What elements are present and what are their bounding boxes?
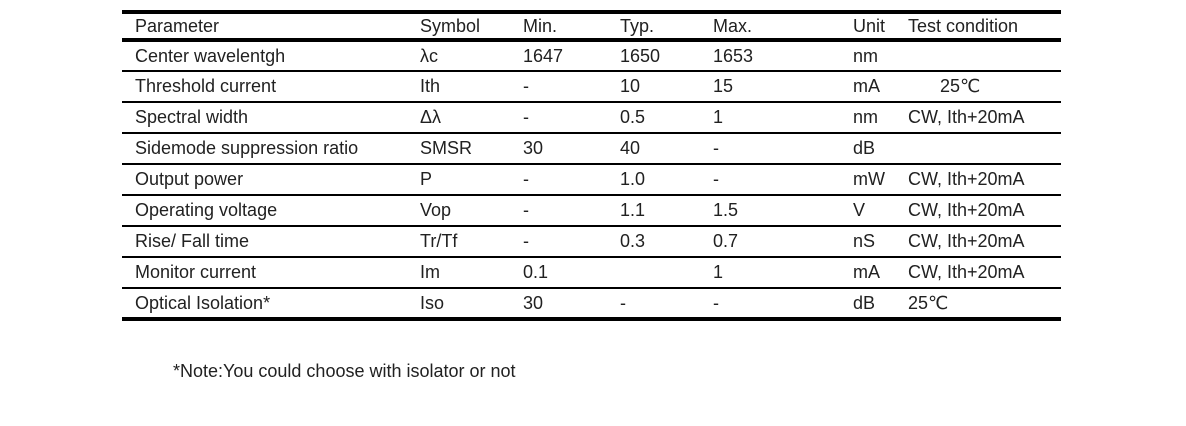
cell-min: 0.1 [523,262,549,282]
cell-symbol: Im [420,262,440,282]
cell-parameter: Threshold current [135,76,277,96]
cell-test-condition: CW, Ith+20mA [908,200,1025,220]
cell-min: - [523,76,529,96]
cell-parameter: Operating voltage [135,200,278,220]
cell-unit: nm [853,107,879,127]
cell-typ: 0.3 [620,231,646,251]
cell-min: - [523,169,529,189]
cell-unit: nm [853,45,879,66]
cell-test-condition [908,40,1061,71]
cell-parameter: Sidemode suppression ratio [135,138,359,158]
table-row: Operating voltage Vop - 1.1 1.5 V CW, Ith+20mA [122,195,1061,226]
cell-test-condition: CW, Ith+20mA [908,169,1025,189]
cell-max: 1 [713,262,724,282]
cell-typ: 0.5 [620,107,646,127]
cell-typ [620,257,713,288]
cell-parameter: Optical Isolation* [135,292,271,313]
cell-unit: dB [853,138,876,158]
cell-typ: 1.0 [620,169,646,189]
cell-symbol: Δλ [420,107,442,127]
cell-typ: 10 [620,76,641,96]
cell-parameter: Spectral width [135,107,249,127]
cell-min: 1647 [523,45,564,66]
isolator-footnote: *Note:You could choose with isolator or … [173,361,516,381]
cell-max: - [713,169,719,189]
cell-test-condition: 25℃ [940,76,981,96]
column-header-max: Max. [713,15,753,36]
cell-typ: - [620,292,626,313]
cell-min: - [523,200,529,220]
table-row: Center wavelentgh λc 1647 1650 1653 nm [122,40,1061,71]
cell-typ: 1.1 [620,200,646,220]
cell-unit: nS [853,231,876,251]
cell-symbol: Ith [420,76,441,96]
cell-unit: dB [853,292,876,313]
table-row: Output power P - 1.0 - mW CW, Ith+20mA [122,164,1061,195]
cell-max: - [713,138,719,158]
column-header-symbol: Symbol [420,15,481,36]
table-header-row: Parameter Symbol Min. Typ. Max. Unit Test cond… [122,12,1061,40]
cell-symbol: Iso [420,292,445,313]
cell-symbol: SMSR [420,138,473,158]
table-row: Monitor current Im 0.1 1 mA CW, Ith+20mA [122,257,1061,288]
cell-symbol: P [420,169,433,189]
cell-test-condition: CW, Ith+20mA [908,231,1025,251]
cell-max: 0.7 [713,231,739,251]
cell-symbol: λc [420,45,438,66]
cell-typ: 40 [620,138,641,158]
table-row: Sidemode suppression ratio SMSR 30 40 - dB [122,133,1061,164]
column-header-test-condition: Test condition [908,15,1019,36]
cell-unit: mA [853,262,880,282]
table-row: Optical Isolation* Iso 30 - - dB 25℃ [122,288,1061,319]
column-header-unit: Unit [853,15,886,36]
cell-test-condition: 25℃ [908,292,949,313]
cell-max: 1653 [713,45,754,66]
cell-unit: V [853,200,866,220]
column-header-min: Min. [523,15,558,36]
table-row: Rise/ Fall time Tr/Tf - 0.3 0.7 nS CW, Ith+20m… [122,226,1061,257]
cell-test-condition: CW, Ith+20mA [908,262,1025,282]
cell-min: - [523,231,529,251]
cell-unit: mA [853,76,880,96]
column-header-typ: Typ. [620,15,655,36]
cell-min: 30 [523,138,544,158]
column-header-parameter: Parameter [135,15,220,36]
cell-max: 1 [713,107,724,127]
cell-typ: 1650 [620,45,661,66]
cell-parameter: Rise/ Fall time [135,231,250,251]
cell-parameter: Center wavelentgh [135,45,286,66]
cell-symbol: Vop [420,200,452,220]
table-row: Threshold current Ith - 10 15 mA 25℃ [122,71,1061,102]
cell-max: 1.5 [713,200,739,220]
cell-parameter: Monitor current [135,262,257,282]
spec-table: Parameter Symbol Min. Typ. Max. Unit Test cond… [122,10,1061,321]
cell-max: 15 [713,76,734,96]
cell-test-condition: CW, Ith+20mA [908,107,1025,127]
cell-max: - [713,292,719,313]
cell-test-condition [908,133,1061,164]
table-row: Spectral width Δλ - 0.5 1 nm CW, Ith+20mA [122,102,1061,133]
cell-unit: mW [853,169,885,189]
cell-parameter: Output power [135,169,244,189]
cell-min: - [523,107,529,127]
cell-symbol: Tr/Tf [420,231,458,251]
cell-min: 30 [523,292,544,313]
